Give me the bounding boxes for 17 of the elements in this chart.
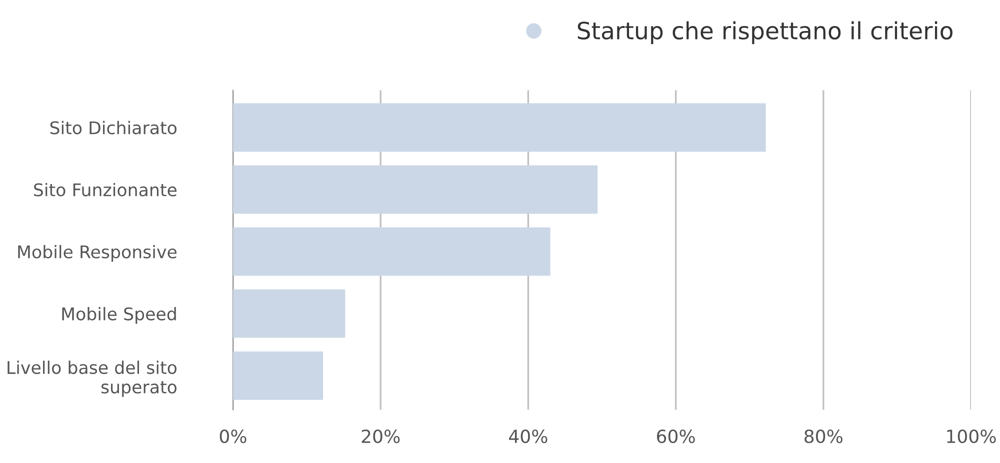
x-tick-label: 40% <box>509 430 548 444</box>
x-tick-label: 80% <box>804 430 842 444</box>
x-tick-label: 100% <box>947 430 996 444</box>
bar <box>233 351 324 400</box>
y-tick-label: Mobile Speed <box>62 307 176 324</box>
x-tick-label: 20% <box>362 430 400 444</box>
bar <box>233 227 550 276</box>
legend-label: Startup che rispettano il criterio <box>578 21 952 44</box>
x-tick-label: 0% <box>220 430 246 444</box>
bar <box>233 289 346 338</box>
x-tick-label: 60% <box>656 430 695 444</box>
y-tick-label: Mobile Responsive <box>18 244 177 262</box>
bar <box>233 103 766 152</box>
y-tick-label: Sito Dichiarato <box>50 120 176 134</box>
y-tick-label: Sito Funzionante <box>34 182 177 196</box>
y-tick-label: Livello base del sito superato <box>8 360 176 397</box>
bar <box>233 165 598 214</box>
